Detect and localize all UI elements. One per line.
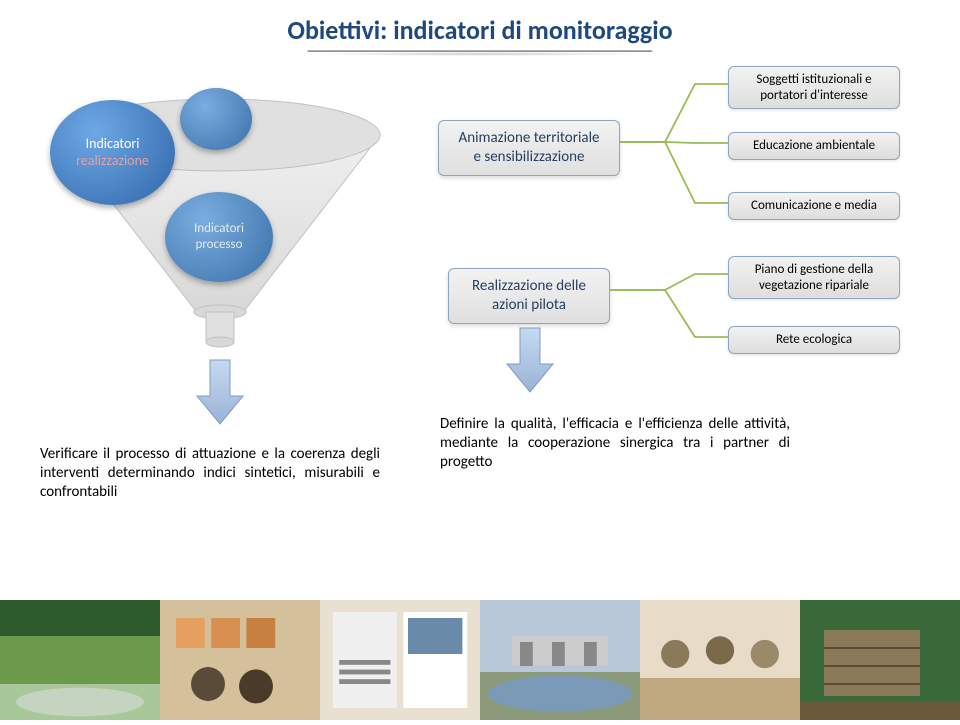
leaf-piano: Piano di gestione della vegetazione ripa… — [728, 256, 900, 299]
bubble1-line1: Indicatori — [76, 136, 149, 153]
leaf-educazione: Educazione ambientale — [728, 132, 900, 160]
bubble1-line2: realizzazione — [76, 153, 149, 170]
bubble-small — [180, 88, 252, 150]
real-l2: azioni pilota — [492, 296, 566, 314]
photo-6 — [800, 600, 960, 720]
title-bar: Obiettivi: indicatori di monitoraggio — [247, 8, 712, 52]
l5: Rete ecologica — [776, 332, 852, 347]
mainbox-animazione: Animazione territoriale e sensibilizzazi… — [438, 120, 620, 176]
photo-2 — [160, 600, 320, 720]
bubble-indicatori-processo: Indicatori processo — [165, 192, 273, 282]
bubble2-line2: processo — [194, 237, 244, 253]
leaf-rete: Rete ecologica — [728, 326, 900, 354]
para-right: Definire la qualità, l'efficacia e l'eff… — [440, 415, 790, 471]
photo-5 — [640, 600, 800, 720]
arrow-left — [195, 358, 245, 428]
mainbox-realizzazione: Realizzazione delle azioni pilota — [448, 268, 610, 324]
para-left: Verificare il processo di attuazione e l… — [40, 445, 380, 501]
funnel-diagram: Indicatori realizzazione Indicatori proc… — [30, 80, 410, 370]
bubble-indicatori-realizzazione: Indicatori realizzazione — [50, 100, 175, 205]
photo-4 — [480, 600, 640, 720]
l1-2: portatori d'interesse — [760, 88, 868, 103]
photo-3 — [320, 600, 480, 720]
bubble2-line1: Indicatori — [194, 221, 244, 237]
leaf-soggetti: Soggetti istituzionali e portatori d'int… — [728, 66, 900, 109]
real-l1: Realizzazione delle — [472, 277, 586, 295]
l4-1: Piano di gestione della — [755, 262, 874, 277]
l4-2: vegetazione ripariale — [759, 278, 869, 293]
l3: Comunicazione e media — [751, 198, 877, 213]
leaf-comunicazione: Comunicazione e media — [728, 192, 900, 220]
anim-l1: Animazione territoriale — [459, 129, 600, 147]
arrow-right — [505, 326, 555, 396]
anim-l2: e sensibilizzazione — [474, 148, 585, 166]
photo-1 — [0, 600, 160, 720]
page-title: Obiettivi: indicatori di monitoraggio — [287, 14, 672, 46]
l1-1: Soggetti istituzionali e — [756, 72, 871, 87]
title-shadow — [307, 52, 652, 56]
l2: Educazione ambientale — [753, 138, 875, 153]
photo-strip — [0, 600, 960, 720]
